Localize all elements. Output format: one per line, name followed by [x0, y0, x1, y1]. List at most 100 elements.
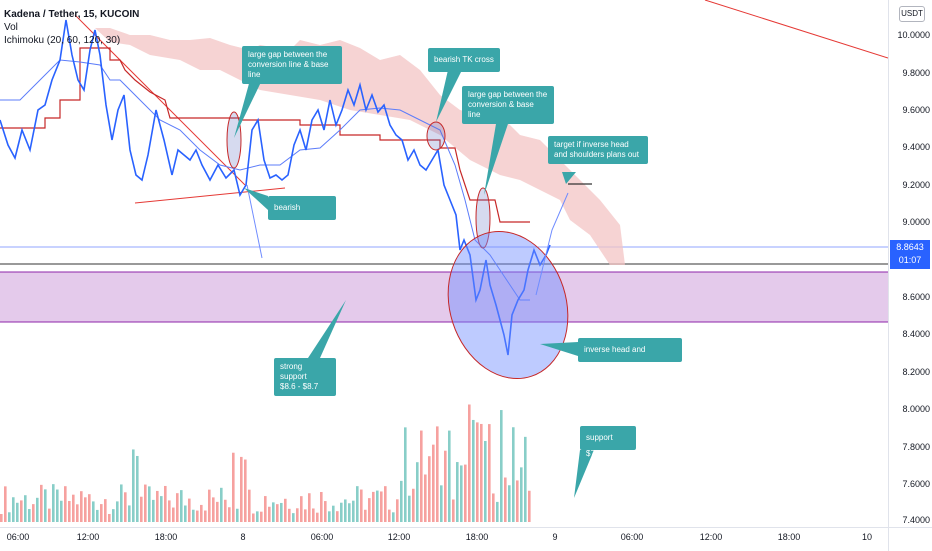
volume-bar [200, 504, 203, 522]
volume-bar [280, 502, 283, 522]
callout-gap2[interactable]: large gap between the conversion & base … [462, 86, 554, 124]
volume-bar [352, 500, 355, 522]
volume-bar [40, 484, 43, 522]
volume-bar [276, 504, 279, 522]
volume-bar [68, 500, 71, 522]
callout-tk-cross[interactable]: bearish TK cross [428, 48, 500, 72]
volume-bar [304, 509, 307, 522]
volume-bar [460, 465, 463, 522]
volume-bar [360, 489, 363, 522]
pointer-pennant [244, 188, 268, 210]
volume-bar [432, 444, 435, 522]
volume-bar [328, 511, 331, 522]
time-tick-label: 12:00 [387, 532, 411, 542]
chart-plot-area[interactable]: Kadena / Tether, 15, KUCOIN Vol Ichimoku… [0, 0, 888, 527]
pointer-ihs [540, 342, 578, 356]
volume-bar [508, 485, 511, 522]
time-tick-label: 12:00 [699, 532, 723, 542]
volume-bar [236, 508, 239, 522]
volume-bar [420, 430, 423, 522]
chart-canvas[interactable] [0, 0, 888, 527]
volume-bar [512, 427, 515, 522]
volume-bar [456, 462, 459, 522]
time-tick-label: 18:00 [777, 532, 801, 542]
volume-bar [288, 508, 291, 522]
volume-bar [332, 505, 335, 522]
volume-bar [112, 509, 115, 522]
time-tick-label: 18:00 [465, 532, 489, 542]
legend-vol[interactable]: Vol [4, 22, 18, 33]
volume-bar [72, 494, 75, 522]
pointer-gap1 [234, 80, 262, 138]
price-tick-label: 9.6000 [902, 105, 930, 115]
volume-bar [212, 497, 215, 522]
volume-bar [388, 509, 391, 522]
volume-bar [20, 500, 23, 522]
volume-bar [232, 452, 235, 522]
volume-bar [484, 440, 487, 522]
pointer-tk [436, 70, 462, 122]
volume-bar [144, 484, 147, 522]
volume-bar [36, 497, 39, 522]
volume-bar [60, 500, 63, 522]
volume-bar [176, 493, 179, 522]
volume-bar [28, 509, 31, 522]
legend-ichimoku[interactable]: Ichimoku (20, 60, 120, 30) [4, 35, 121, 46]
volume-bar [376, 490, 379, 522]
pointer-target [562, 172, 576, 184]
time-axis[interactable]: 06:00 12:00 18:00 8 06:00 12:00 18:00 9 06:00 12:… [0, 527, 888, 551]
volume-bar [108, 513, 111, 522]
callout-pennant[interactable]: bearish pennant [268, 196, 336, 228]
volume-bar [0, 514, 3, 522]
volume-bar [340, 502, 343, 522]
time-tick-label: 06:00 [6, 532, 30, 542]
volume-bar [504, 477, 507, 522]
callout-target[interactable]: target if inverse head and shoulders pla… [548, 136, 648, 164]
volume-bar [472, 419, 475, 522]
volume-bar [368, 498, 371, 522]
currency-button[interactable]: USDT [899, 6, 925, 22]
tk-cross-ellipse [426, 121, 446, 151]
volume-bar [132, 449, 135, 522]
volume-bar [204, 510, 207, 522]
legend-symbol[interactable]: Kadena / Tether, 15, KUCOIN [4, 9, 140, 20]
volume-bar [404, 427, 407, 522]
diagonal-trendline [74, 14, 246, 186]
volume-bar [384, 486, 387, 522]
volume-bar [180, 490, 183, 522]
price-tick-label: 8.4000 [902, 329, 930, 339]
callout-ihs[interactable]: inverse head and shoulders [578, 338, 682, 370]
volume-bar [320, 491, 323, 522]
volume-bar [392, 512, 395, 522]
time-tick-label: 8 [240, 532, 246, 542]
volume-bar [52, 484, 55, 522]
callout-gap1[interactable]: large gap between the conversion line & … [242, 46, 342, 84]
volume-bar [120, 484, 123, 522]
volume-bar [64, 486, 67, 522]
last-price-value: 8.8643 [896, 242, 924, 252]
axis-corner [888, 527, 932, 551]
volume-bar [84, 497, 87, 522]
volume-bar [228, 507, 231, 522]
volume-bar [8, 512, 11, 522]
volume-bar [448, 430, 451, 522]
price-tick-label: 9.8000 [902, 68, 930, 78]
volume-bar [264, 496, 267, 522]
volume-bar [524, 436, 527, 522]
volume-bar [488, 424, 491, 522]
volume-bar [296, 508, 299, 522]
volume-bar [196, 510, 199, 522]
volume-bar [452, 499, 455, 522]
callout-support75[interactable]: support $7.5 [580, 426, 636, 458]
callout-strong-support[interactable]: strong support $8.6 - $8.7 [274, 358, 336, 396]
volume-bar [244, 459, 247, 522]
volume-bar [348, 503, 351, 522]
price-tick-label: 8.0000 [902, 404, 930, 414]
price-tick-label: 9.4000 [902, 142, 930, 152]
volume-bar [48, 508, 51, 522]
chart-legend: Kadena / Tether, 15, KUCOIN Vol Ichimoku… [4, 8, 139, 47]
volume-bar [316, 512, 319, 522]
volume-bar [140, 496, 143, 522]
pointer-gap2 [484, 112, 512, 195]
volume-bar [92, 501, 95, 522]
